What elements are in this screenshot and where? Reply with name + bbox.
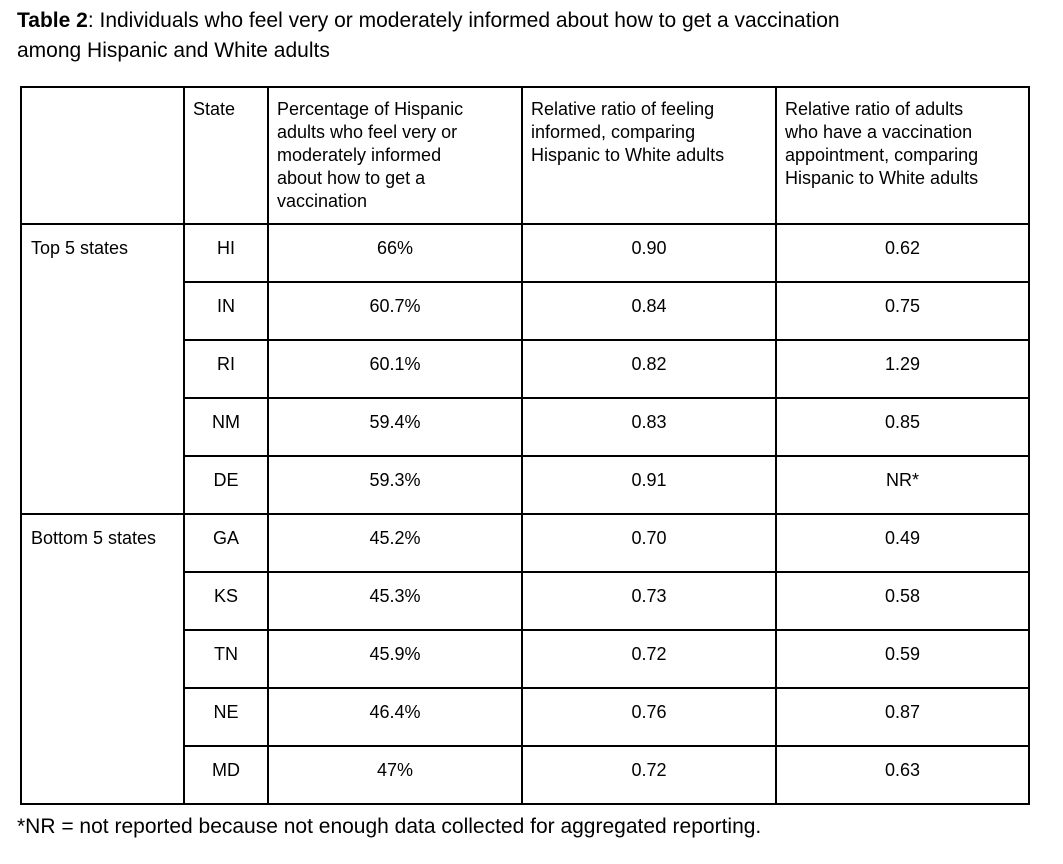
ratio-appointment-cell: 0.62	[775, 223, 1030, 283]
ratio-appointment-cell: 0.59	[775, 629, 1030, 689]
pct-cell: 46.4%	[267, 687, 523, 747]
state-cell: DE	[183, 455, 269, 515]
ratio-informed-cell: 0.83	[521, 397, 777, 457]
state-cell: NM	[183, 397, 269, 457]
table-title-label: Table 2	[17, 9, 88, 32]
ratio-appointment-cell: 0.63	[775, 745, 1030, 805]
group-cell-top5: Top 5 states	[20, 223, 185, 515]
pct-cell: 59.3%	[267, 455, 523, 515]
table-footnote: *NR = not reported because not enough da…	[17, 815, 762, 838]
state-cell: HI	[183, 223, 269, 283]
table-row: IN 60.7% 0.84 0.75	[21, 281, 1030, 341]
pct-informed-header-cell: Percentage of Hispanic adults who feel v…	[267, 86, 523, 225]
pct-cell: 59.4%	[267, 397, 523, 457]
header-row: State Percentage of Hispanic adults who …	[20, 86, 1030, 225]
ratio-informed-cell: 0.82	[521, 339, 777, 399]
state-cell: GA	[183, 513, 269, 573]
ratio-informed-header-cell: Relative ratio of feeling informed, comp…	[521, 86, 777, 225]
table-row: Top 5 states HI 66% 0.90 0.62	[20, 223, 1030, 515]
ratio-appointment-cell: 0.58	[775, 571, 1030, 631]
table-row: DE 59.3% 0.91 NR*	[21, 455, 1030, 515]
pct-cell: 45.2%	[267, 513, 523, 573]
ratio-appointment-cell: 1.29	[775, 339, 1030, 399]
ratio-appointment-cell: 0.49	[775, 513, 1030, 573]
pct-cell: 66%	[267, 223, 523, 283]
pct-cell: 45.9%	[267, 629, 523, 689]
ratio-informed-cell: 0.70	[521, 513, 777, 573]
ratio-informed-cell: 0.76	[521, 687, 777, 747]
table-row: RI 60.1% 0.82 1.29	[21, 339, 1030, 399]
table-row: TN 45.9% 0.72 0.59	[21, 629, 1030, 689]
state-cell: RI	[183, 339, 269, 399]
pct-cell: 45.3%	[267, 571, 523, 631]
state-cell: KS	[183, 571, 269, 631]
table-row: NM 59.4% 0.83 0.85	[21, 397, 1030, 457]
table-row: Bottom 5 states GA 45.2% 0.70 0.49	[20, 513, 1030, 805]
pct-cell: 47%	[267, 745, 523, 805]
ratio-appointment-cell: 0.75	[775, 281, 1030, 341]
table-2: State Percentage of Hispanic adults who …	[20, 86, 1030, 805]
ratio-informed-cell: 0.72	[521, 629, 777, 689]
state-cell: MD	[183, 745, 269, 805]
table-row: NE 46.4% 0.76 0.87	[21, 687, 1030, 747]
state-cell: NE	[183, 687, 269, 747]
table-row: KS 45.3% 0.73 0.58	[21, 571, 1030, 631]
ratio-appointment-header-cell: Relative ratio of adults who have a vacc…	[775, 86, 1030, 225]
corner-header-cell	[20, 86, 185, 225]
pct-cell: 60.7%	[267, 281, 523, 341]
ratio-informed-cell: 0.84	[521, 281, 777, 341]
ratio-informed-cell: 0.73	[521, 571, 777, 631]
state-header-cell: State	[183, 86, 269, 225]
table-title: Table 2: Individuals who feel very or mo…	[17, 6, 1002, 66]
table-row: MD 47% 0.72 0.63	[21, 745, 1030, 805]
ratio-appointment-cell: 0.87	[775, 687, 1030, 747]
table-title-text: : Individuals who feel very or moderatel…	[17, 9, 840, 62]
ratio-appointment-cell: 0.85	[775, 397, 1030, 457]
pct-cell: 60.1%	[267, 339, 523, 399]
ratio-informed-cell: 0.72	[521, 745, 777, 805]
ratio-informed-cell: 0.90	[521, 223, 777, 283]
ratio-informed-cell: 0.91	[521, 455, 777, 515]
state-cell: TN	[183, 629, 269, 689]
state-cell: IN	[183, 281, 269, 341]
ratio-appointment-cell: NR*	[775, 455, 1030, 515]
group-cell-bottom5: Bottom 5 states	[20, 513, 185, 805]
